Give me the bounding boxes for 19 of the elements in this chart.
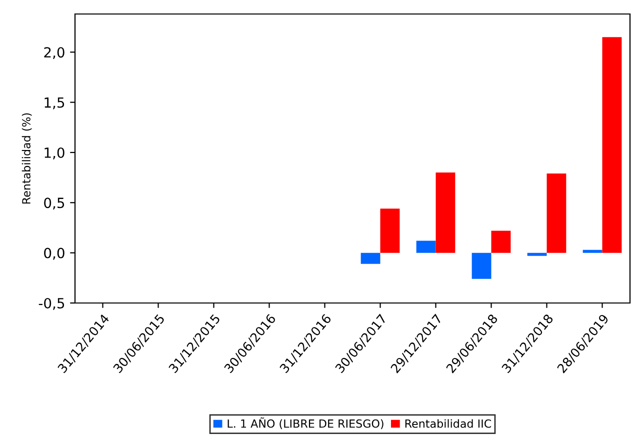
bar [527,252,547,256]
y-axis-title: Rentabilidad (%) [22,113,32,204]
bar [491,230,511,253]
y-tick-label: 1,5 [44,97,64,110]
bar [582,250,602,253]
bar [380,208,400,253]
bar [546,174,566,253]
bar [416,240,436,253]
bar [472,252,492,279]
y-tick-label: 1,0 [44,147,64,160]
y-tick-label: 0,0 [44,248,64,260]
legend-label: L. 1 AÑO (LIBRE DE RIESGO) [228,417,384,430]
bar [360,252,380,264]
bar [602,37,622,253]
bar [436,172,456,253]
legend-label: Rentabilidad IIC [405,419,492,428]
y-tick-label: -0,5 [38,298,64,310]
y-tick-label: 0,5 [44,198,64,210]
y-tick-label: 2,0 [44,47,64,60]
